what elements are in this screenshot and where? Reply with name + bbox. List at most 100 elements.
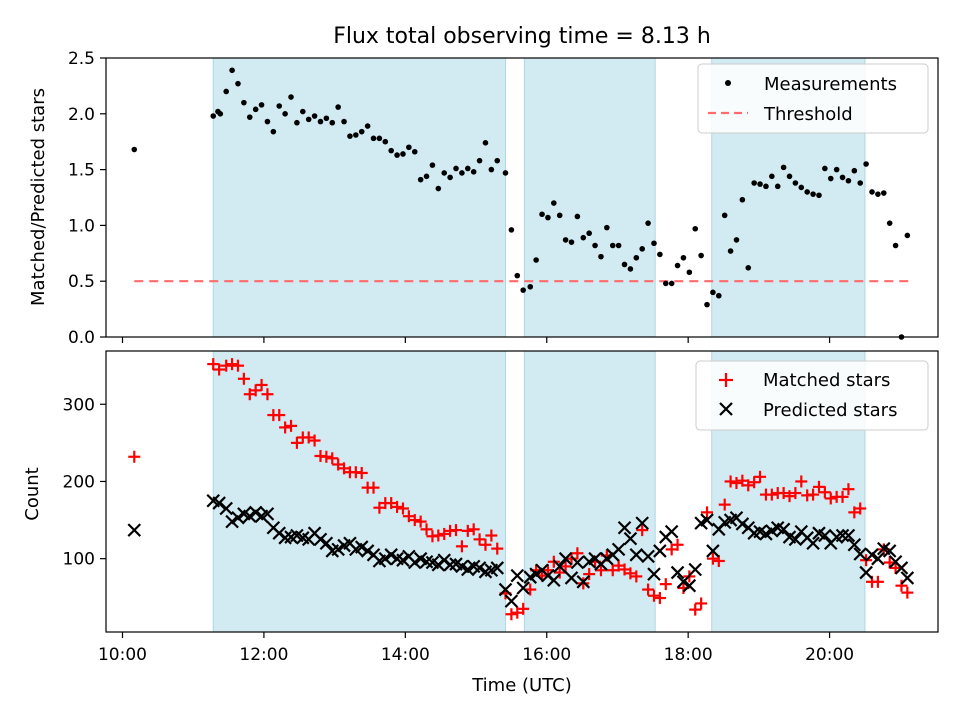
measurement-point [210, 113, 217, 119]
measurement-point [376, 135, 383, 142]
matched-point [854, 502, 867, 515]
predicted-point [242, 509, 257, 523]
measurement-point [692, 225, 699, 232]
predicted-point [653, 544, 667, 558]
measurement-point [845, 177, 852, 184]
predicted-point-b [682, 578, 697, 593]
predicted-point [260, 507, 275, 521]
predicted-point-b [788, 532, 803, 547]
measurement-point [556, 212, 563, 219]
predicted-point [313, 532, 328, 547]
matched-point [553, 566, 566, 579]
predicted-point [818, 528, 832, 543]
measurement-point [816, 192, 822, 199]
predicted-point [248, 505, 263, 520]
predicted-point-b [600, 551, 614, 566]
matched-point [396, 502, 409, 515]
measurement-point [252, 106, 259, 113]
predicted-point-b [853, 547, 867, 561]
matched-point [818, 486, 831, 499]
matched-point [517, 602, 530, 615]
predicted-point-b [547, 573, 561, 588]
measurement-point [698, 252, 704, 259]
legend-threshold-label: Threshold [763, 104, 853, 125]
matched-point [290, 436, 303, 449]
predicted-point [490, 561, 505, 575]
predicted-point [735, 517, 750, 531]
measurement-point [494, 157, 501, 164]
predicted-point-b [617, 521, 632, 535]
matched-point [414, 515, 427, 528]
matched-point [231, 359, 244, 372]
matched-point [207, 358, 220, 371]
predicted-point-b [835, 528, 850, 543]
measurement-point [370, 135, 377, 142]
measurement-point [710, 289, 716, 296]
predicted-point-b [770, 521, 785, 535]
measurement-point [704, 301, 710, 308]
measurement-point [586, 230, 592, 237]
predicted-point-b [206, 493, 221, 508]
measurement-point [839, 174, 846, 181]
measurement-point [804, 189, 810, 195]
bottom-band-0 [212, 350, 507, 633]
measurement-point [869, 189, 875, 195]
matched-point [706, 552, 719, 565]
x-tick-label: 20:00 [805, 645, 854, 665]
predicted-point-b [413, 551, 428, 566]
measurement-point [627, 266, 634, 272]
matched-point [636, 524, 649, 537]
measurement-point [459, 170, 465, 176]
measurement-point [592, 242, 598, 249]
predicted-point [611, 542, 626, 557]
measurement-point [241, 99, 247, 106]
predicted-point-b [402, 549, 416, 564]
measurement-point [264, 118, 271, 125]
predicted-point-b [859, 565, 873, 580]
predicted-point-b [490, 561, 505, 575]
predicted-point [647, 567, 661, 581]
top-y-axis: 0.0 0.5 1.0 1.5 2.0 2.5 [68, 49, 106, 348]
measurement-point [341, 118, 347, 125]
top-panel: 0.0 0.5 1.0 1.5 2.0 2.5 Matched/Predicted sta… [28, 49, 939, 348]
predicted-point [700, 513, 714, 527]
matched-point [701, 506, 714, 519]
measurement-point [329, 119, 336, 126]
measurement-point [476, 157, 483, 164]
predicted-point [894, 561, 909, 575]
matched-point [391, 500, 404, 513]
predicted-point-b [877, 541, 891, 556]
matched-point [583, 568, 596, 581]
predicted-point [510, 568, 525, 583]
top-y-tick-label: 1.0 [68, 216, 95, 236]
matched-point [647, 589, 660, 602]
matched-point [261, 388, 274, 401]
measurement-point [598, 253, 604, 260]
bottom-y-tick-label: 100 [63, 550, 95, 570]
measurement-point [435, 185, 442, 192]
matched-point [559, 560, 572, 573]
measurement-point [520, 287, 526, 293]
measurement-point [294, 119, 300, 126]
measurement-point [235, 80, 241, 87]
predicted-point [871, 551, 885, 566]
legend-predicted-label: Predicted stars [763, 400, 897, 421]
predicted-point-b [419, 554, 434, 569]
measurement-point [763, 183, 769, 190]
measurement-point [453, 165, 459, 172]
predicted-point [629, 548, 644, 562]
measurement-point [270, 128, 277, 135]
measurement-point [580, 234, 587, 241]
measurement-point [721, 212, 728, 219]
measurement-point [751, 180, 757, 186]
measurement-point [423, 173, 430, 180]
predicted-point [853, 547, 867, 561]
measurement-point [769, 173, 775, 180]
predicted-point [472, 561, 487, 575]
predicted-point-b [776, 522, 791, 537]
predicted-point-b [212, 496, 226, 510]
predicted-point [396, 553, 410, 567]
x-axis-label: Time (UTC) [471, 675, 572, 696]
predicted-point-b [319, 536, 334, 551]
predicted-point [788, 532, 803, 547]
